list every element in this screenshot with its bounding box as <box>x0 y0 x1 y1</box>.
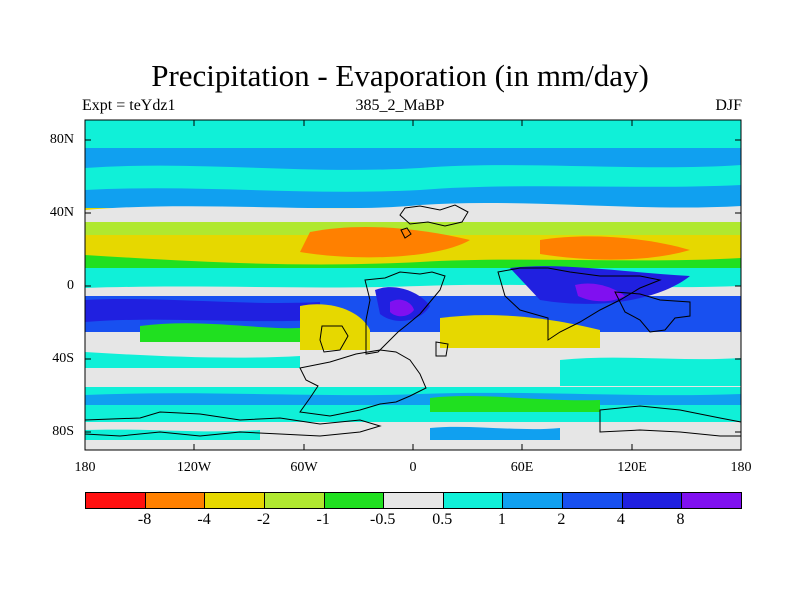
colorbar-swatch <box>205 493 265 508</box>
x-tick-label: 120W <box>176 460 212 475</box>
colorbar-swatch <box>443 493 504 508</box>
x-tick-label: 180 <box>74 460 96 475</box>
colorbar-label: 4 <box>616 511 625 528</box>
colorbar-swatch <box>682 493 742 508</box>
colorbar-label: 1 <box>497 511 506 528</box>
season-label: DJF <box>715 97 742 114</box>
colorbar-swatch <box>86 493 146 508</box>
map-fill <box>85 120 741 450</box>
map-title: Precipitation - Evaporation (in mm/day) <box>151 58 649 93</box>
colorbar-swatch <box>264 493 325 508</box>
x-tick-label: 0 <box>409 460 417 475</box>
colorbar-label: 8 <box>676 511 685 528</box>
colorbar <box>85 492 742 509</box>
y-tick-label: 80S <box>52 424 74 439</box>
y-tick-label: 40N <box>49 205 74 220</box>
colorbar-swatch <box>503 493 564 508</box>
colorbar-label: -1 <box>316 511 330 528</box>
coastlines <box>85 204 741 437</box>
colorbar-swatch <box>324 493 385 508</box>
x-tick-label: 180 <box>730 460 752 475</box>
colorbar-label: 2 <box>557 511 566 528</box>
period-label: 385_2_MaBP <box>355 97 445 114</box>
colorbar-swatch <box>384 493 444 508</box>
colorbar-label: -8 <box>137 511 152 528</box>
colorbar-label: -0.5 <box>370 511 396 528</box>
experiment-label: Expt = teYdz1 <box>82 97 176 114</box>
colorbar-swatch <box>563 493 623 508</box>
colorbar-swatch <box>145 493 206 508</box>
x-tick-label: 60E <box>510 460 534 475</box>
y-tick-label: 40S <box>52 351 74 366</box>
colorbar-label: -4 <box>197 511 211 528</box>
x-tick-label: 60W <box>290 460 318 475</box>
colorbar-label: -2 <box>256 511 271 528</box>
y-tick-label: 80N <box>49 132 74 147</box>
colorbar-label: 0.5 <box>432 511 453 528</box>
x-tick-label: 120E <box>617 460 647 475</box>
colorbar-swatch <box>622 493 683 508</box>
y-tick-label: 0 <box>67 278 74 293</box>
